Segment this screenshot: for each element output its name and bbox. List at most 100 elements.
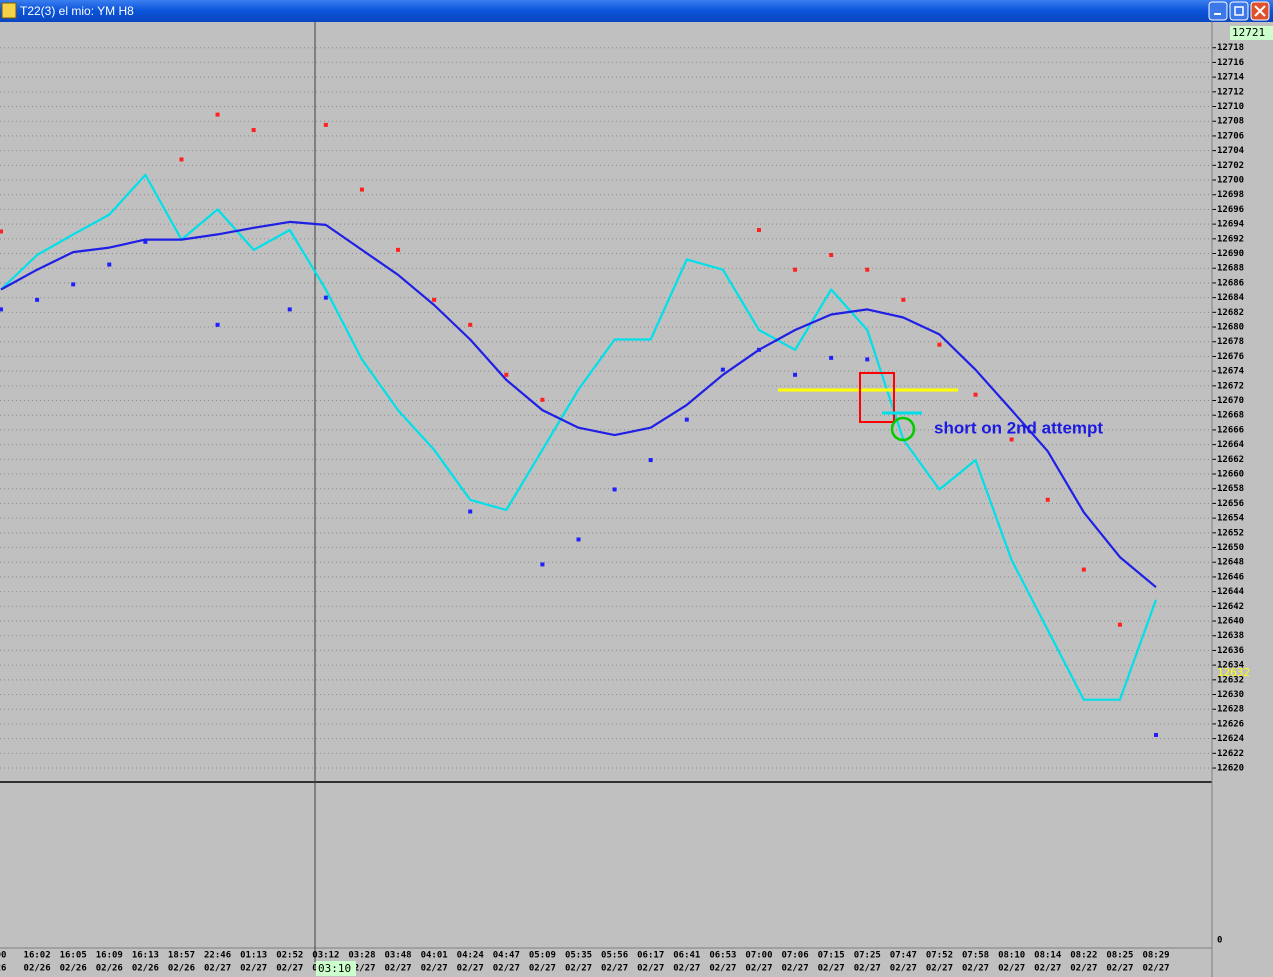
y-tick-label: 12646 bbox=[1217, 572, 1244, 582]
x-tick-label: 08:10 bbox=[998, 951, 1025, 961]
y-tick-label: 12654 bbox=[1217, 514, 1245, 524]
sar-dot bbox=[179, 157, 184, 162]
sar-dot bbox=[215, 112, 220, 117]
sar-dot bbox=[684, 417, 689, 422]
y-tick-label: 12628 bbox=[1217, 705, 1244, 715]
y-tick-label: 12624 bbox=[1217, 734, 1245, 744]
x-date-label: 02/27 bbox=[1106, 964, 1133, 974]
time-axis: 00 26 16:02 02/26 16:05 02/26 16:09 02/26 16:13 0… bbox=[0, 951, 1170, 974]
app-icon bbox=[1, 2, 17, 19]
sar-dot bbox=[756, 228, 761, 233]
y-tick-label: 12708 bbox=[1217, 117, 1244, 127]
y-tick-label: 12648 bbox=[1217, 558, 1244, 568]
sar-dot bbox=[71, 282, 76, 287]
x-tick-label: 05:56 bbox=[601, 951, 628, 961]
sar-dot bbox=[143, 239, 148, 244]
x-tick-label: 08:29 bbox=[1142, 951, 1169, 961]
sar-dot bbox=[323, 122, 328, 127]
sar-dot bbox=[540, 562, 545, 567]
x-date-label: 02/26 bbox=[96, 964, 123, 974]
series-line bbox=[0, 173, 1158, 701]
x-date-label: 02/27 bbox=[529, 964, 556, 974]
y-tick-label: 12686 bbox=[1217, 278, 1244, 288]
x-date-label: 02/27 bbox=[926, 964, 953, 974]
x-date-label: 02/27 bbox=[493, 964, 520, 974]
sar-dot bbox=[901, 297, 906, 302]
x-tick-label: 16:13 bbox=[132, 951, 159, 961]
x-date-label: 02/27 bbox=[348, 964, 375, 974]
y-tick-label: 12636 bbox=[1217, 646, 1244, 656]
y-tick-label: 12710 bbox=[1217, 102, 1244, 112]
sar-dot bbox=[1045, 497, 1050, 502]
y-tick-label: 12666 bbox=[1217, 425, 1244, 435]
x-tick-label: 06:41 bbox=[673, 951, 700, 961]
sar-dot bbox=[359, 187, 364, 192]
y-tick-label: 12706 bbox=[1217, 131, 1244, 141]
x-tick-label: 06:17 bbox=[637, 951, 664, 961]
y-tick-label: 12672 bbox=[1217, 381, 1244, 391]
lower-panel: 0 bbox=[1217, 936, 1222, 946]
sar-dot bbox=[540, 397, 545, 402]
last-high-label: 12721 bbox=[1232, 26, 1265, 39]
x-tick-label: 16:09 bbox=[96, 951, 123, 961]
sar-dot bbox=[829, 252, 834, 257]
sar-dot bbox=[1117, 622, 1122, 627]
x-tick-label: 00 bbox=[0, 951, 6, 961]
x-date-label: 02/27 bbox=[421, 964, 448, 974]
x-tick-label: 16:02 bbox=[24, 951, 51, 961]
x-date-label: 02/26 bbox=[60, 964, 87, 974]
sar-dot bbox=[1154, 732, 1158, 737]
x-date-label: 02/27 bbox=[709, 964, 736, 974]
restore-button[interactable] bbox=[1229, 1, 1249, 21]
series-line bbox=[0, 220, 1157, 589]
y-tick-label: 12656 bbox=[1217, 499, 1244, 509]
x-tick-label: 05:09 bbox=[529, 951, 556, 961]
y-tick-label: 12678 bbox=[1217, 337, 1244, 347]
x-date-label: 02/26 bbox=[168, 964, 195, 974]
x-tick-label: 07:15 bbox=[818, 951, 845, 961]
y-tick-label: 12662 bbox=[1217, 455, 1244, 465]
x-tick-label: 03:28 bbox=[348, 951, 375, 961]
sar-dot bbox=[396, 247, 401, 252]
y-tick-label: 12640 bbox=[1217, 617, 1244, 627]
y-tick-label: 12660 bbox=[1217, 470, 1244, 480]
x-tick-label: 07:58 bbox=[962, 951, 989, 961]
y-tick-label: 12634 bbox=[1217, 661, 1245, 671]
y-tick-label: 12668 bbox=[1217, 411, 1244, 421]
sar-dot bbox=[0, 229, 3, 234]
y-tick-label: 12674 bbox=[1217, 367, 1245, 377]
x-date-label: 02/27 bbox=[1070, 964, 1097, 974]
sar-dot bbox=[251, 128, 256, 133]
cursor-label: 03:10 bbox=[318, 962, 351, 975]
y-tick-label: 12632 bbox=[1217, 675, 1244, 685]
x-tick-label: 07:25 bbox=[854, 951, 881, 961]
sar-dot bbox=[1009, 437, 1014, 442]
sar-dot bbox=[612, 487, 617, 492]
y-tick-label: 12694 bbox=[1217, 220, 1245, 230]
y-tick-label: 12630 bbox=[1217, 690, 1244, 700]
y-tick-label: 12626 bbox=[1217, 719, 1244, 729]
x-date-label: 02/27 bbox=[782, 964, 809, 974]
y-tick-label: 12682 bbox=[1217, 308, 1244, 318]
y-tick-label: 12714 bbox=[1217, 73, 1245, 83]
x-tick-label: 02:52 bbox=[276, 951, 303, 961]
entry-box bbox=[859, 372, 895, 423]
y-tick-label: 12690 bbox=[1217, 249, 1244, 259]
sar-dot bbox=[937, 342, 942, 347]
minimize-button[interactable] bbox=[1208, 1, 1228, 21]
y-tick-label: 12712 bbox=[1217, 87, 1244, 97]
annotation: short on 2nd attempt bbox=[934, 418, 1103, 437]
x-tick-label: 22:46 bbox=[204, 951, 231, 961]
sar-dot bbox=[648, 458, 653, 463]
x-tick-label: 07:47 bbox=[890, 951, 917, 961]
x-date-label: 02/27 bbox=[673, 964, 700, 974]
x-date-label: 02/27 bbox=[1142, 964, 1169, 974]
sar-dot bbox=[432, 297, 437, 302]
x-tick-label: 18:57 bbox=[168, 951, 195, 961]
sar-dot bbox=[504, 372, 509, 377]
y-tick-label: 12698 bbox=[1217, 190, 1244, 200]
lower-tick-label: 0 bbox=[1217, 936, 1222, 946]
sar-dot bbox=[720, 367, 725, 372]
